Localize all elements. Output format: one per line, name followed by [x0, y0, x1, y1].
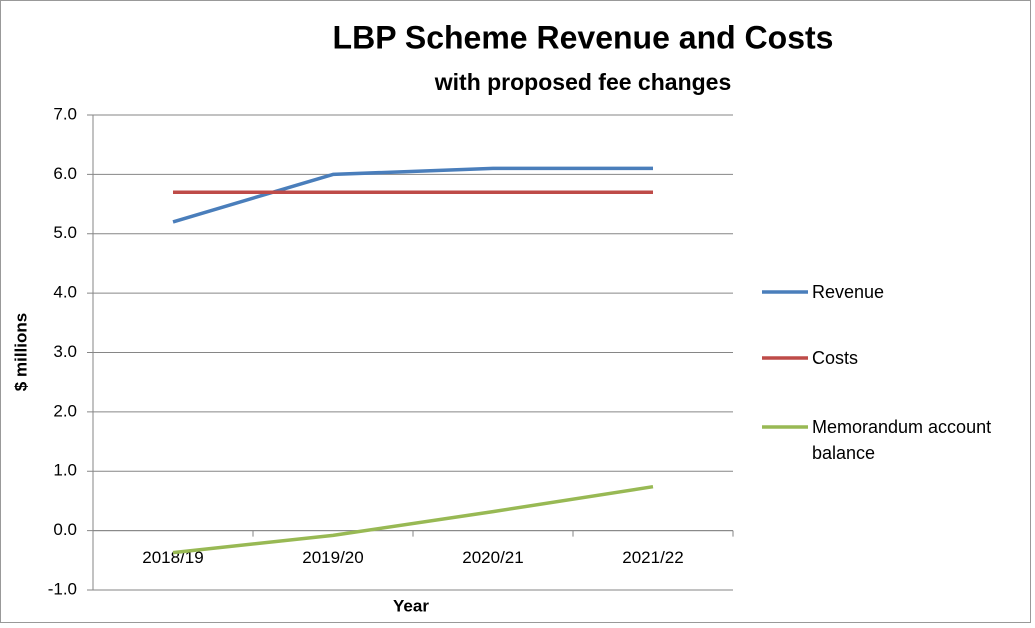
chart-title: LBP Scheme Revenue and Costs — [333, 19, 834, 55]
x-axis-label: Year — [393, 596, 429, 615]
chart-subtitle: with proposed fee changes — [434, 69, 732, 95]
series-line — [172, 166, 653, 224]
y-tick-label: 3.0 — [53, 342, 77, 361]
y-tick-label: 4.0 — [53, 283, 77, 302]
legend-label: Costs — [812, 348, 859, 368]
y-axis-label: $ millions — [11, 313, 30, 391]
y-tick-label: -1.0 — [48, 579, 77, 598]
x-tick-label: 2021/22 — [622, 548, 683, 567]
x-tick-label: 2019/20 — [302, 548, 363, 567]
y-tick-label: 2.0 — [53, 401, 77, 420]
y-tick-label: 5.0 — [53, 223, 77, 242]
legend-label: Memorandum account balance — [812, 417, 992, 463]
y-tick-label: 0.0 — [53, 520, 77, 539]
x-tick-label: 2018/19 — [142, 548, 203, 567]
y-tick-label: 6.0 — [53, 164, 77, 183]
legend-label: Revenue — [812, 282, 885, 302]
series-line — [172, 484, 654, 555]
y-tick-label: 7.0 — [53, 104, 77, 123]
y-tick-label: 1.0 — [53, 461, 77, 480]
x-tick-label: 2020/21 — [462, 548, 523, 567]
